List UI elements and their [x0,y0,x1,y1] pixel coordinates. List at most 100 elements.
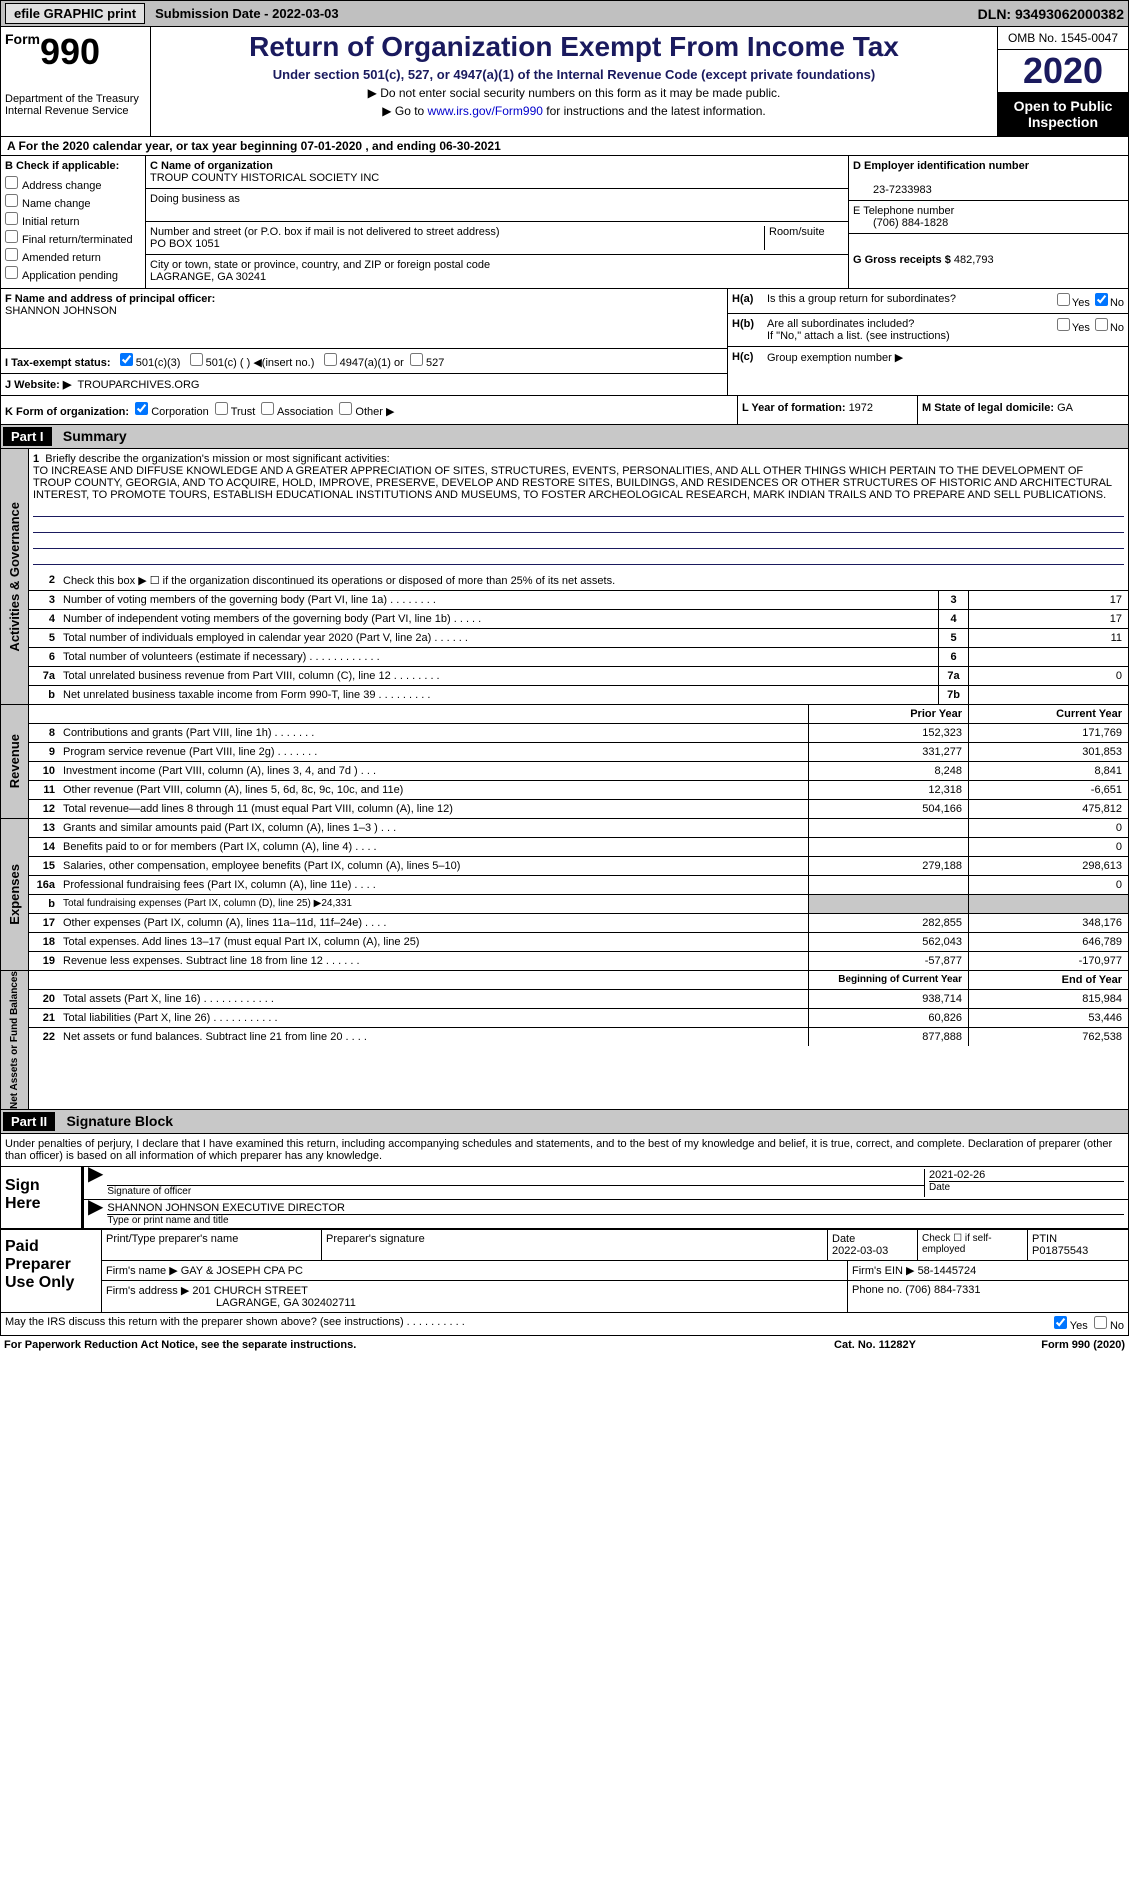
part2-header: Part II Signature Block [0,1110,1129,1134]
line-10-cy: 8,841 [968,762,1128,780]
line-22-e: 762,538 [968,1028,1128,1046]
line-8-desc: Contributions and grants (Part VIII, lin… [59,724,808,742]
expenses-section: Expenses 13Grants and similar amounts pa… [0,819,1129,971]
vtab-ag: Activities & Governance [7,502,22,652]
check-final-return[interactable]: Final return/terminated [5,230,141,246]
check-corporation[interactable] [135,402,148,415]
line-21-b: 60,826 [808,1009,968,1027]
sign-here-block: Sign Here ▶ Signature of officer 2021-02… [0,1167,1129,1230]
line-6-desc: Total number of volunteers (estimate if … [59,648,938,666]
check-amended-return[interactable]: Amended return [5,248,141,264]
firm-ein: 58-1445724 [918,1265,977,1277]
h-b-text: Are all subordinates included? [767,318,914,330]
line-20-desc: Total assets (Part X, line 16) . . . . .… [59,990,808,1008]
line-12-desc: Total revenue—add lines 8 through 11 (mu… [59,800,808,818]
line-6-num: 6 [938,648,968,666]
box-b: B Check if applicable: Address change Na… [1,156,146,288]
paid-preparer-block: Paid Preparer Use Only Print/Type prepar… [0,1230,1129,1313]
line-7a-val: 0 [968,667,1128,685]
firm-addr: 201 CHURCH STREET [192,1285,308,1297]
ptin-label: PTIN [1032,1233,1057,1245]
line-7a-num: 7a [938,667,968,685]
gross-receipts-label: G Gross receipts $ [853,254,954,266]
dln: DLN: 93493062000382 [978,6,1124,22]
tax-year: 2020 [998,50,1128,92]
org-name-label: C Name of organization [150,160,273,172]
h-a-text: Is this a group return for subordinates? [767,293,1055,309]
form-number: Form990 [5,31,146,73]
line-16a-cy: 0 [968,876,1128,894]
address: PO BOX 1051 [150,238,220,250]
line-15-desc: Salaries, other compensation, employee b… [59,857,808,875]
check-initial-return[interactable]: Initial return [5,212,141,228]
self-employed-check[interactable]: Check ☐ if self-employed [918,1230,1028,1260]
ha-no[interactable] [1095,293,1108,306]
box-b-header: B Check if applicable: [5,160,141,172]
discuss-yes[interactable] [1054,1316,1067,1329]
preparer-name-label: Print/Type preparer's name [102,1230,322,1260]
check-trust[interactable] [215,402,228,415]
form-title: Return of Organization Exempt From Incom… [155,31,993,63]
phone: (706) 884-1828 [853,217,948,229]
line-10-py: 8,248 [808,762,968,780]
line-18-cy: 646,789 [968,933,1128,951]
officer-name: SHANNON JOHNSON [5,305,117,317]
line-7b-desc: Net unrelated business taxable income fr… [59,686,938,704]
mission-label: Briefly describe the organization's miss… [45,453,389,465]
check-4947[interactable] [324,353,337,366]
officer-label: F Name and address of principal officer: [5,293,215,305]
check-501c3[interactable] [120,353,133,366]
check-address-change[interactable]: Address change [5,176,141,192]
blank-line [33,551,1124,565]
line-9-py: 331,277 [808,743,968,761]
check-application-pending[interactable]: Application pending [5,266,141,282]
state-domicile-label: M State of legal domicile: [922,402,1057,414]
efile-print-button[interactable]: efile GRAPHIC print [5,3,145,24]
line-3-desc: Number of voting members of the governin… [59,591,938,609]
line-4-desc: Number of independent voting members of … [59,610,938,628]
top-toolbar: efile GRAPHIC print Submission Date - 20… [0,0,1129,27]
blank-line [33,519,1124,533]
line-14-py [808,838,968,856]
check-association[interactable] [261,402,274,415]
paperwork-notice: For Paperwork Reduction Act Notice, see … [4,1339,775,1351]
box-de: D Employer identification number 23-7233… [848,156,1128,288]
line-9-cy: 301,853 [968,743,1128,761]
ein-label: D Employer identification number [853,160,1029,172]
prior-year-hd: Prior Year [808,705,968,723]
section-bcde: B Check if applicable: Address change Na… [0,156,1129,289]
part1-label: Part I [3,427,52,446]
box-c: C Name of organization TROUP COUNTY HIST… [146,156,848,288]
firm-city: LAGRANGE, GA 302402711 [106,1297,356,1309]
line-15-cy: 298,613 [968,857,1128,875]
end-year-hd: End of Year [968,971,1128,989]
submission-date: Submission Date - 2022-03-03 [155,6,339,21]
line-6-val [968,648,1128,666]
discuss-no[interactable] [1094,1316,1107,1329]
check-other[interactable] [339,402,352,415]
line-21-e: 53,446 [968,1009,1128,1027]
hb-yes[interactable] [1057,318,1070,331]
line-11-desc: Other revenue (Part VIII, column (A), li… [59,781,808,799]
part1-title: Summary [63,428,127,444]
address-label: Number and street (or P.O. box if mail i… [150,226,500,238]
tax-exempt-label: I Tax-exempt status: [5,357,111,369]
instructions-link[interactable]: www.irs.gov/Form990 [428,104,543,118]
room-label: Room/suite [769,226,825,238]
check-527[interactable] [410,353,423,366]
check-name-change[interactable]: Name change [5,194,141,210]
activities-governance: Activities & Governance 1 Briefly descri… [0,449,1129,705]
line-5-val: 11 [968,629,1128,647]
line-17-cy: 348,176 [968,914,1128,932]
firm-name: GAY & JOSEPH CPA PC [181,1265,303,1277]
revenue-section: Revenue Prior YearCurrent Year 8Contribu… [0,705,1129,819]
hb-no[interactable] [1095,318,1108,331]
h-c-label: H(c) [732,351,767,364]
part1-header: Part I Summary [0,425,1129,449]
h-b-note: If "No," attach a list. (see instruction… [767,330,950,342]
footer: For Paperwork Reduction Act Notice, see … [0,1336,1129,1354]
line-11-cy: -6,651 [968,781,1128,799]
ha-yes[interactable] [1057,293,1070,306]
check-501c[interactable] [190,353,203,366]
line-14-cy: 0 [968,838,1128,856]
